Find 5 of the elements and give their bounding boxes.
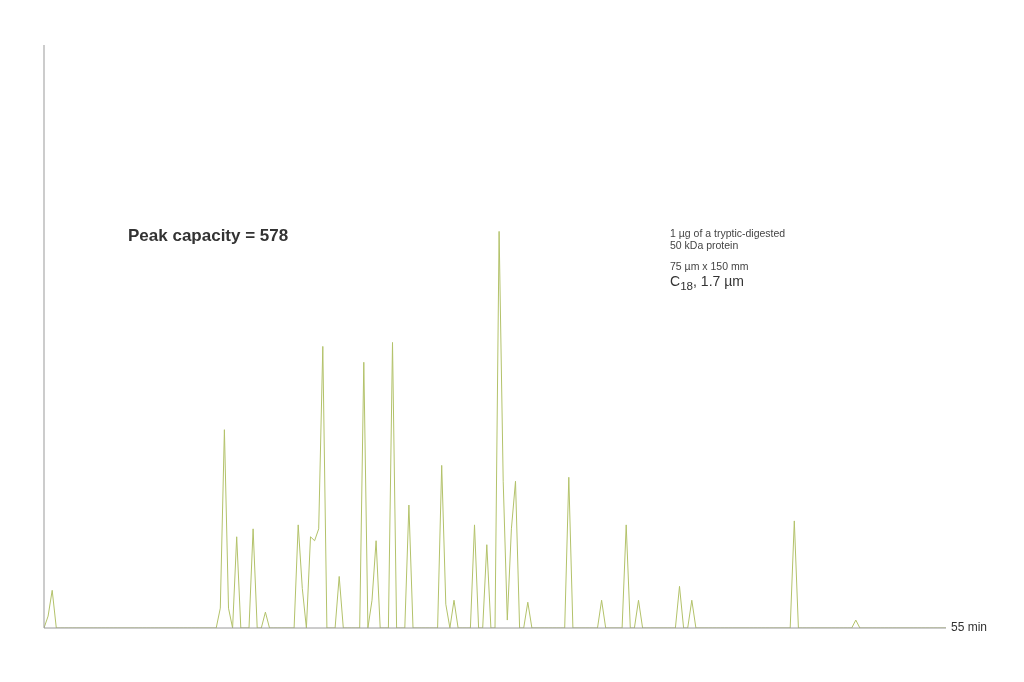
annotation: C$_{18}$, 1.7 µm	[670, 273, 744, 292]
annotation: 75 µm x 150 mm	[670, 260, 749, 272]
annotation: 1 µg of a tryptic-digested 50 kDa protein	[670, 227, 787, 251]
annotation: Peak capacity = 578	[128, 226, 289, 246]
text: 55 min	[951, 620, 988, 634]
